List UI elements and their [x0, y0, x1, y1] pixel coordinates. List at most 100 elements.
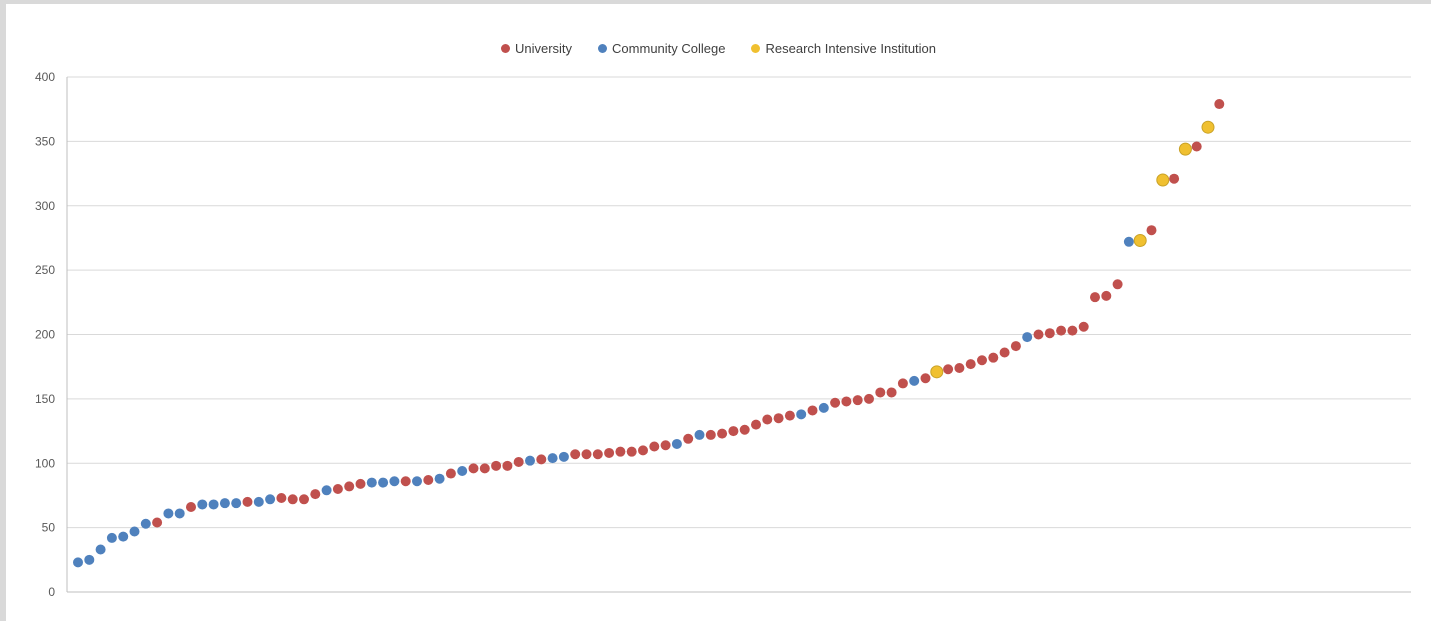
chart-legend: University Community College Research In… — [6, 41, 1431, 56]
data-point-university — [332, 484, 343, 494]
data-point-university — [830, 397, 841, 408]
data-point-university — [1010, 341, 1021, 352]
data-point-university — [1112, 279, 1123, 290]
data-point-university — [355, 478, 366, 489]
data-point-community-college — [412, 476, 422, 487]
data-point-university — [310, 489, 321, 500]
data-point-university — [502, 460, 513, 471]
data-point-university — [479, 463, 490, 474]
data-point-community-college — [909, 375, 920, 386]
data-point-university — [897, 378, 908, 389]
data-point-community-college — [219, 498, 230, 509]
y-tick-label-200: 200 — [35, 328, 55, 342]
data-point-community-college — [558, 451, 569, 462]
data-point-university — [717, 428, 728, 439]
data-point-research-intensive-institution — [930, 365, 944, 379]
data-point-university — [276, 493, 287, 504]
data-point-community-college — [1123, 236, 1134, 247]
data-point-university — [762, 414, 773, 425]
data-point-university — [943, 364, 954, 375]
data-point-community-college — [197, 499, 208, 510]
data-point-university — [287, 494, 298, 505]
data-point-community-college — [129, 526, 140, 537]
y-tick-label-250: 250 — [35, 263, 55, 277]
data-point-community-college — [378, 477, 389, 488]
data-point-university — [864, 393, 874, 404]
data-point-university — [1214, 99, 1225, 110]
data-point-university — [1078, 321, 1089, 332]
data-point-university — [1056, 325, 1067, 336]
data-point-community-college — [434, 473, 445, 484]
data-point-university — [1090, 292, 1100, 303]
legend-label-community-college: Community College — [612, 41, 726, 56]
data-point-community-college — [457, 465, 468, 476]
data-point-research-intensive-institution — [1201, 120, 1215, 134]
data-point-community-college — [265, 494, 276, 505]
data-point-research-intensive-institution — [1178, 142, 1192, 156]
data-point-community-college — [208, 499, 219, 510]
data-point-community-college — [73, 557, 83, 568]
data-point-university — [728, 426, 739, 437]
data-point-university — [152, 517, 163, 528]
data-point-university — [852, 395, 863, 406]
data-point-community-college — [525, 455, 535, 466]
data-point-community-college — [671, 438, 682, 449]
data-point-university — [468, 463, 479, 474]
y-tick-label-0: 0 — [48, 585, 55, 599]
data-point-research-intensive-institution — [1156, 173, 1170, 187]
data-point-university — [649, 441, 660, 452]
data-point-university — [977, 355, 987, 366]
data-point-community-college — [174, 508, 185, 519]
data-point-university — [920, 373, 931, 384]
data-point-university — [705, 429, 716, 440]
data-point-community-college — [95, 544, 106, 555]
data-point-community-college — [694, 429, 705, 440]
data-point-research-intensive-institution — [1133, 234, 1147, 248]
data-point-university — [1101, 290, 1112, 301]
data-point-university — [773, 413, 784, 424]
data-point-university — [513, 456, 524, 467]
y-tick-label-400: 400 — [35, 70, 55, 84]
data-point-university — [660, 440, 671, 451]
research-intensive-swatch — [751, 44, 761, 53]
data-point-university — [638, 445, 648, 456]
data-point-university — [1191, 141, 1202, 152]
data-point-university — [988, 352, 999, 363]
data-point-university — [299, 494, 309, 505]
data-point-university — [242, 496, 253, 507]
data-point-community-college — [140, 518, 151, 529]
community-college-swatch — [598, 44, 608, 53]
data-point-university — [400, 476, 411, 487]
chart-frame: University Community College Research In… — [6, 4, 1431, 621]
y-tick-label-100: 100 — [35, 456, 55, 470]
data-point-community-college — [389, 476, 400, 487]
data-point-university — [954, 362, 965, 373]
data-point-community-college — [366, 477, 377, 488]
data-point-university — [615, 446, 626, 457]
data-point-university — [536, 454, 547, 465]
data-point-university — [683, 433, 694, 444]
data-point-university — [1033, 329, 1044, 340]
data-point-university — [604, 447, 615, 458]
data-point-university — [570, 449, 581, 460]
data-point-university — [999, 347, 1010, 358]
data-point-community-college — [818, 402, 829, 413]
data-point-university — [1169, 173, 1180, 184]
legend-label-university: University — [514, 41, 573, 56]
y-tick-label-50: 50 — [42, 521, 56, 535]
data-point-community-college — [796, 409, 807, 420]
data-point-university — [807, 405, 818, 416]
legend-item-community-college: Community College — [598, 41, 725, 56]
data-point-university — [445, 468, 456, 479]
data-point-university — [784, 410, 795, 421]
data-point-university — [1146, 225, 1157, 236]
data-point-university — [186, 502, 196, 513]
data-point-community-college — [106, 532, 117, 543]
data-point-university — [592, 449, 603, 460]
y-tick-label-150: 150 — [35, 392, 55, 406]
data-point-university — [875, 387, 886, 398]
legend-label-research-intensive: Research Intensive Institution — [765, 41, 937, 56]
data-point-university — [739, 424, 750, 435]
legend-item-research-intensive: Research Intensive Institution — [751, 41, 936, 56]
y-tick-label-300: 300 — [35, 199, 55, 213]
